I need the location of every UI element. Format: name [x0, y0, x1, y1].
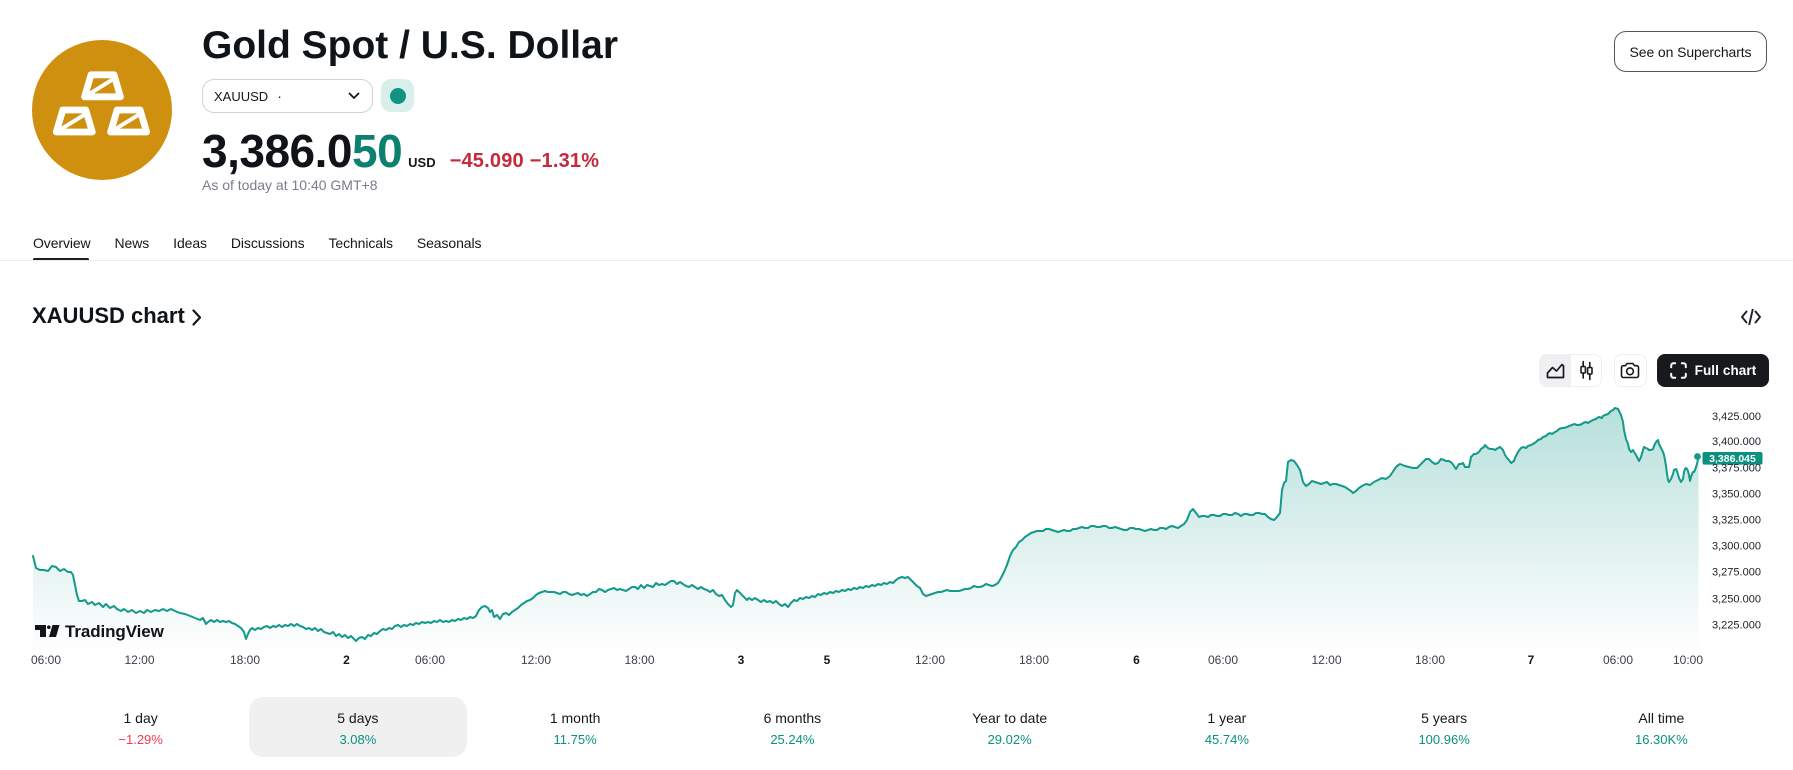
svg-text:3,350.000: 3,350.000: [1712, 488, 1761, 500]
svg-text:3,400.000: 3,400.000: [1712, 436, 1761, 448]
svg-text:2: 2: [343, 653, 350, 667]
svg-text:18:00: 18:00: [1415, 653, 1445, 667]
svg-text:18:00: 18:00: [230, 653, 260, 667]
svg-text:6: 6: [1133, 653, 1140, 667]
svg-text:06:00: 06:00: [1208, 653, 1238, 667]
svg-text:3: 3: [738, 653, 745, 667]
svg-text:TradingView: TradingView: [65, 622, 165, 641]
svg-text:10:00: 10:00: [1673, 653, 1703, 667]
svg-text:18:00: 18:00: [624, 653, 654, 667]
svg-text:12:00: 12:00: [1311, 653, 1341, 667]
svg-text:06:00: 06:00: [415, 653, 445, 667]
svg-text:12:00: 12:00: [915, 653, 945, 667]
svg-text:3,425.000: 3,425.000: [1712, 411, 1761, 423]
svg-text:06:00: 06:00: [1603, 653, 1633, 667]
svg-text:7: 7: [1528, 653, 1535, 667]
svg-text:12:00: 12:00: [521, 653, 551, 667]
svg-text:5: 5: [824, 653, 831, 667]
svg-text:3,225.000: 3,225.000: [1712, 620, 1761, 632]
svg-text:3,386.045: 3,386.045: [1709, 453, 1756, 465]
svg-text:12:00: 12:00: [124, 653, 154, 667]
svg-text:3,300.000: 3,300.000: [1712, 541, 1761, 553]
svg-text:3,275.000: 3,275.000: [1712, 567, 1761, 579]
svg-text:18:00: 18:00: [1019, 653, 1049, 667]
svg-text:3,250.000: 3,250.000: [1712, 593, 1761, 605]
svg-text:06:00: 06:00: [31, 653, 61, 667]
svg-text:3,375.000: 3,375.000: [1712, 463, 1761, 475]
svg-text:3,325.000: 3,325.000: [1712, 515, 1761, 527]
